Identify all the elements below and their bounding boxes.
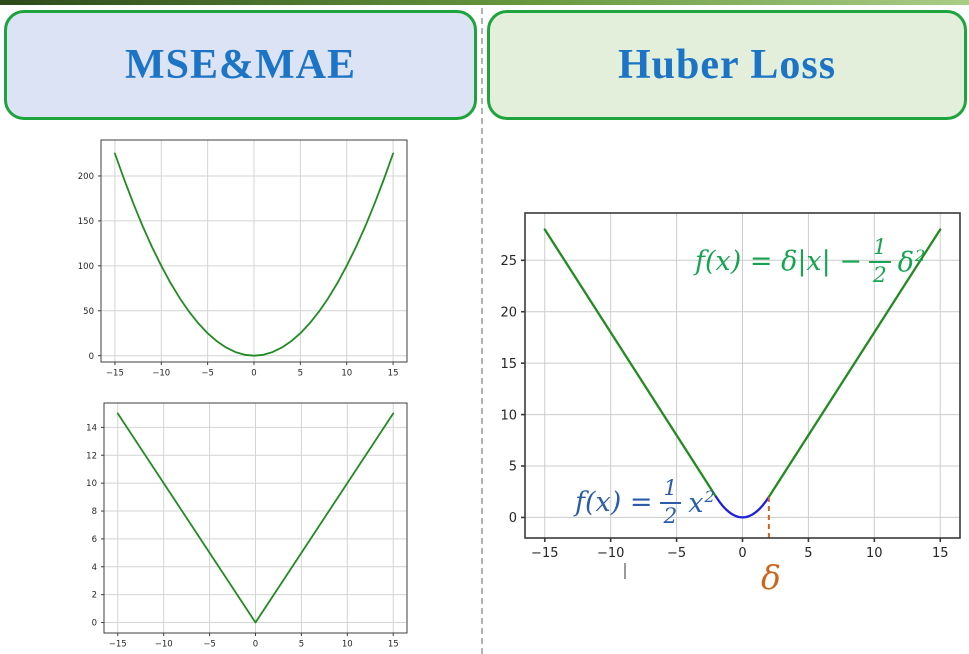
svg-text:10: 10: [86, 479, 97, 489]
fraction-denominator: 2: [663, 503, 678, 529]
svg-text:15: 15: [388, 369, 399, 379]
svg-text:−5: −5: [667, 546, 686, 561]
term-base: δ: [897, 246, 914, 278]
mae-chart-svg: −15 −10 −5 0 5 10 15 0 2 4 6 8 10 12 14: [86, 402, 408, 650]
svg-text:10: 10: [866, 546, 883, 561]
svg-text:−10: −10: [597, 546, 624, 561]
huber-linear-formula-fraction: 1 2: [868, 237, 891, 288]
term-exponent: 2: [914, 245, 926, 265]
svg-text:0: 0: [738, 546, 746, 561]
header-huber-loss-label: Huber Loss: [617, 42, 837, 88]
svg-text:5: 5: [298, 369, 303, 379]
svg-text:−15: −15: [531, 546, 558, 561]
svg-text:8: 8: [92, 507, 97, 517]
svg-text:5: 5: [299, 640, 304, 650]
svg-text:150: 150: [78, 217, 94, 227]
svg-text:50: 50: [83, 307, 94, 317]
svg-text:15: 15: [500, 357, 517, 372]
huber-quadratic-formula-prefix: f(x) =: [575, 487, 653, 519]
term-exponent: 2: [704, 486, 715, 506]
svg-text:10: 10: [342, 640, 353, 650]
svg-text:−15: −15: [106, 369, 124, 379]
svg-text:2: 2: [92, 591, 97, 601]
fraction-numerator: 1: [868, 237, 891, 263]
panel-divider-line: [481, 8, 483, 654]
huber-quadratic-formula: f(x) = 1 2 x2: [575, 478, 715, 527]
svg-text:0: 0: [251, 369, 256, 379]
header-huber-loss: Huber Loss: [487, 10, 967, 120]
huber-linear-formula: f(x) = δ|x| − 1 2 δ2: [695, 237, 925, 286]
huber-quadratic-formula-term: x2: [688, 486, 715, 519]
svg-text:4: 4: [92, 563, 97, 573]
svg-text:5: 5: [804, 546, 812, 561]
svg-text:5: 5: [509, 460, 517, 475]
svg-text:25: 25: [500, 254, 517, 269]
huber-linear-formula-prefix: f(x) = δ|x| −: [695, 246, 862, 278]
svg-text:200: 200: [78, 172, 94, 182]
svg-text:15: 15: [388, 640, 399, 650]
svg-text:0: 0: [509, 511, 517, 526]
huber-chart-svg: −15 −10 −5 0 5 10 15 0 5 10 15 20 25: [500, 212, 961, 561]
term-base: x: [688, 487, 704, 519]
svg-text:0: 0: [253, 640, 258, 650]
huber-quadratic-formula-fraction: 1 2: [659, 478, 682, 529]
mae-plot: −15 −10 −5 0 5 10 15 0 2 4 6 8 10 12 14: [40, 395, 450, 654]
delta-marker-label: δ: [761, 558, 781, 597]
huber-linear-formula-term: δ2: [897, 245, 926, 278]
svg-text:14: 14: [86, 423, 97, 433]
svg-text:100: 100: [78, 262, 94, 272]
header-mse-mae-label: MSE&MAE: [125, 42, 356, 88]
top-gradient-bar: [0, 0, 969, 5]
header-mse-mae: MSE&MAE: [4, 10, 477, 120]
svg-text:−10: −10: [155, 640, 173, 650]
svg-text:−5: −5: [203, 640, 216, 650]
svg-text:0: 0: [92, 619, 97, 629]
svg-text:15: 15: [932, 546, 949, 561]
stray-cursor-mark: [624, 563, 626, 579]
svg-text:10: 10: [500, 408, 517, 423]
svg-text:−15: −15: [109, 640, 127, 650]
svg-text:−5: −5: [201, 369, 214, 379]
svg-text:12: 12: [86, 451, 97, 461]
svg-text:−10: −10: [152, 369, 170, 379]
mse-plot: −15 −10 −5 0 5 10 15 0 50 100 150 200: [40, 131, 450, 383]
huber-plot: −15 −10 −5 0 5 10 15 0 5 10 15 20 25 f(x) = δ|x| − 1…: [495, 195, 969, 600]
fraction-denominator: 2: [872, 262, 887, 288]
svg-text:20: 20: [500, 305, 517, 320]
svg-text:6: 6: [92, 535, 97, 545]
svg-text:10: 10: [341, 369, 352, 379]
svg-text:0: 0: [89, 352, 94, 362]
fraction-numerator: 1: [659, 478, 682, 504]
